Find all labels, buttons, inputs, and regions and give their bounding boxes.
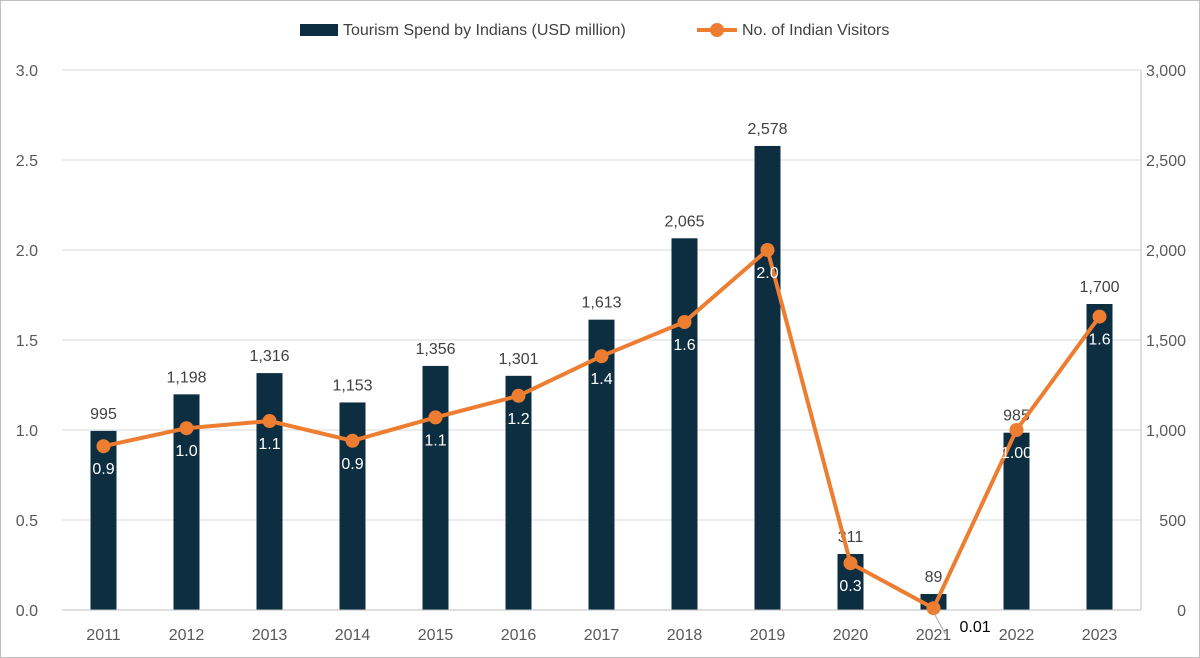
line-data-label: 1.0 <box>175 443 197 460</box>
line-point <box>843 556 858 571</box>
x-tick-label: 2011 <box>86 627 121 644</box>
line-point <box>262 414 277 428</box>
bar-data-label: 1,198 <box>166 369 206 386</box>
line-point <box>179 421 194 436</box>
bar <box>339 402 366 610</box>
x-tick-label: 2013 <box>252 627 288 644</box>
gridlines <box>62 69 1141 521</box>
right-tick-label: 1,500 <box>1146 333 1186 350</box>
left-tick-label: 3.0 <box>16 63 38 80</box>
line-data-label: 1.2 <box>507 411 529 428</box>
line-point <box>926 601 941 616</box>
line-data-labels: 0.9 1.0 1.1 0.9 1.1 1.2 1.4 1.6 2.0 0.3 0.01 1.00 1.… <box>92 265 1110 636</box>
bar-data-label: 995 <box>90 406 117 423</box>
right-tick-label: 500 <box>1159 513 1186 530</box>
line-data-label: 1.6 <box>673 337 695 354</box>
x-tick-label: 2022 <box>999 627 1035 644</box>
left-tick-label: 2.5 <box>16 153 38 170</box>
bar <box>754 145 781 610</box>
line-point <box>760 243 775 257</box>
bar-data-label: 1,316 <box>249 348 289 365</box>
line-data-label: 0.9 <box>341 456 363 473</box>
bar <box>1086 304 1113 610</box>
x-tick-label: 2012 <box>169 627 205 644</box>
line-data-label: 0.3 <box>839 578 861 595</box>
bar-data-label: 1,356 <box>415 341 455 358</box>
line-data-label: 2.0 <box>756 265 778 282</box>
legend-bar-label: Tourism Spend by Indians (USD million) <box>343 22 626 39</box>
legend-bar-swatch <box>300 24 338 36</box>
bar <box>422 365 449 610</box>
x-tick-label: 2021 <box>916 627 952 644</box>
legend-line-marker <box>710 23 724 37</box>
line-data-label: 1.6 <box>1088 332 1110 349</box>
right-tick-label: 2,500 <box>1146 153 1186 170</box>
line-point <box>677 315 692 329</box>
right-tick-label: 1,000 <box>1146 423 1186 440</box>
line-series <box>96 243 1107 616</box>
bar-data-label: 2,065 <box>664 213 704 230</box>
x-tick-label: 2015 <box>418 627 454 644</box>
bar-data-label: 89 <box>925 569 943 586</box>
right-tick-label: 2,000 <box>1146 243 1186 260</box>
right-tick-label: 0 <box>1177 603 1186 620</box>
line-data-label: 1.1 <box>258 436 280 453</box>
bar <box>505 375 532 610</box>
bar <box>256 373 283 610</box>
line-point <box>511 388 526 403</box>
x-tick-label: 2020 <box>833 627 869 644</box>
left-axis-ticks: 0.0 0.5 1.0 1.5 2.0 2.5 3.0 <box>16 63 38 620</box>
right-tick-label: 3,000 <box>1146 63 1186 80</box>
x-tick-label: 2023 <box>1082 627 1118 644</box>
x-tick-label: 2018 <box>667 627 703 644</box>
left-tick-label: 0.5 <box>16 513 38 530</box>
x-axis-ticks: 2011 2012 2013 2014 2015 2016 2017 2018 2019 2020… <box>86 627 1117 644</box>
bar-data-labels: 995 1,198 1,316 1,153 1,356 1,301 1,613 2,065 2,… <box>90 121 1119 586</box>
legend: Tourism Spend by Indians (USD million) No… <box>300 22 889 39</box>
line-data-label: 1.4 <box>590 371 612 388</box>
bar-data-label: 1,613 <box>581 295 621 312</box>
x-tick-label: 2019 <box>750 627 786 644</box>
x-tick-label: 2014 <box>335 627 371 644</box>
x-tick-label: 2016 <box>501 627 537 644</box>
line-point <box>345 433 360 448</box>
left-tick-label: 1.0 <box>16 423 38 440</box>
left-tick-label: 1.5 <box>16 333 38 350</box>
bar <box>90 430 117 610</box>
label-leader-line <box>933 611 946 635</box>
line-data-label: 0.01 <box>960 619 991 636</box>
line-point <box>96 439 111 454</box>
line-data-label: 0.9 <box>92 461 114 478</box>
left-tick-label: 0.0 <box>16 603 38 620</box>
legend-line-label: No. of Indian Visitors <box>742 22 889 39</box>
bar <box>1003 432 1030 610</box>
line-point <box>594 349 609 364</box>
bar-data-label: 2,578 <box>747 121 787 138</box>
x-tick-label: 2017 <box>584 627 620 644</box>
line-point <box>1092 309 1107 324</box>
bar-data-label: 1,700 <box>1079 279 1119 296</box>
left-tick-label: 2.0 <box>16 243 38 260</box>
bar-data-label: 1,301 <box>498 351 538 368</box>
line-point <box>1009 423 1024 437</box>
line-data-label: 1.1 <box>424 432 446 449</box>
bar <box>671 238 698 611</box>
line-data-label: 1.00 <box>1001 445 1032 462</box>
bar-data-label: 1,153 <box>332 377 372 394</box>
bar-series <box>90 145 1113 611</box>
right-axis-ticks: 0 500 1,000 1,500 2,000 2,500 3,000 <box>1146 63 1186 620</box>
bar <box>588 319 615 610</box>
line-point <box>428 410 443 425</box>
